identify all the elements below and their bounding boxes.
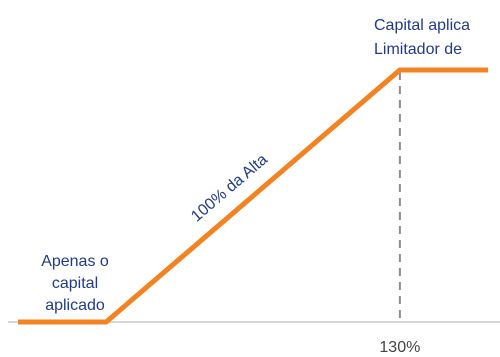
low-annotation-line: aplicado: [45, 297, 105, 314]
payoff-series-line: [18, 67, 488, 325]
high-annotation-line: Limitador de: [374, 41, 462, 58]
high-annotation-line: Capital aplica: [374, 17, 470, 34]
low-annotation-line: capital: [52, 275, 98, 292]
low-annotation-line: Apenas o: [41, 253, 109, 270]
x-tick-label-130: 130%: [379, 339, 420, 356]
